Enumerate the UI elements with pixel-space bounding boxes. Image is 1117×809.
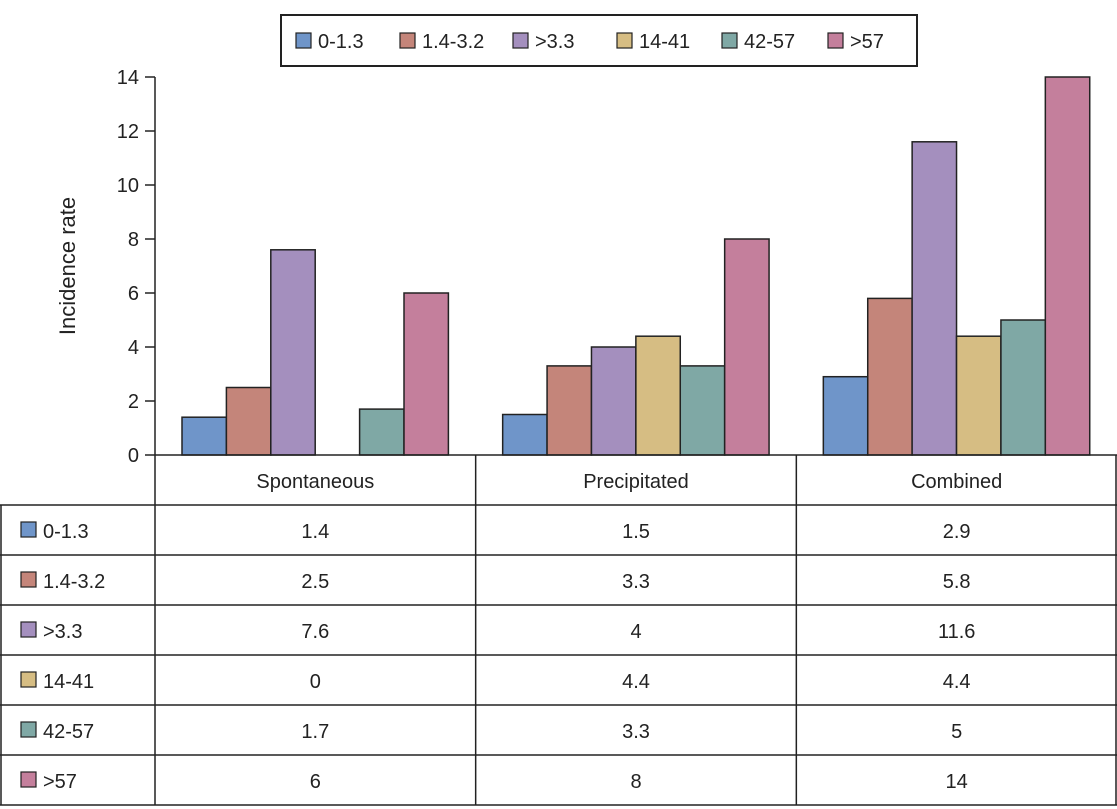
legend-swatch-1-4-3-2 bbox=[399, 32, 416, 49]
row-label-gt3-3: >3.3 bbox=[43, 621, 82, 643]
data-label-gt3-3-precipitated: 4 bbox=[630, 621, 641, 643]
data-label-42-57-combined: 5 bbox=[951, 721, 962, 743]
bar-1-4-3-2-combined bbox=[866, 297, 913, 456]
bars bbox=[181, 76, 1091, 456]
data-label-14-41-spontaneous: 0 bbox=[310, 671, 321, 693]
bar-42-57-spontaneous bbox=[358, 408, 405, 456]
row-swatch-0-1-3 bbox=[20, 521, 37, 538]
legend-swatch-0-1-3 bbox=[295, 32, 312, 49]
legend: 0-1.3 1.4-3.2 >3.3 14-41 42-57 >57 bbox=[280, 14, 918, 67]
row-swatch-gt57 bbox=[20, 771, 37, 788]
bar-gt57-precipitated bbox=[723, 238, 770, 456]
legend-label-42-57: 42-57 bbox=[744, 31, 795, 53]
bar-gt57-spontaneous bbox=[403, 292, 450, 456]
y-axis-label: Incidence rate bbox=[55, 197, 80, 335]
data-label-1-4-3-2-precipitated: 3.3 bbox=[622, 571, 650, 593]
row-label-14-41: 14-41 bbox=[43, 671, 94, 693]
legend-label-1-4-3-2: 1.4-3.2 bbox=[422, 31, 484, 53]
row-label-gt57: >57 bbox=[43, 771, 77, 793]
row-label-42-57: 42-57 bbox=[43, 721, 94, 743]
bar-42-57-combined bbox=[1000, 319, 1047, 456]
y-axis: 0 2 4 6 8 10 12 14 bbox=[117, 67, 156, 467]
legend-box bbox=[280, 14, 918, 67]
data-label-42-57-precipitated: 3.3 bbox=[622, 721, 650, 743]
legend-label-14-41: 14-41 bbox=[639, 31, 690, 53]
legend-swatch-gt57 bbox=[827, 32, 844, 49]
y-tick-label: 10 bbox=[117, 175, 139, 197]
bar-gt3-3-precipitated bbox=[590, 346, 637, 456]
bar-1-4-3-2-precipitated bbox=[546, 365, 593, 456]
data-label-42-57-spontaneous: 1.7 bbox=[301, 721, 329, 743]
data-label-0-1-3-precipitated: 1.5 bbox=[622, 521, 650, 543]
y-tick-label: 0 bbox=[128, 445, 139, 467]
bar-0-1-3-precipitated bbox=[501, 413, 548, 456]
data-label-gt3-3-combined: 11.6 bbox=[938, 621, 975, 643]
y-tick-label: 6 bbox=[128, 283, 139, 305]
data-label-0-1-3-spontaneous: 1.4 bbox=[301, 521, 329, 543]
data-label-1-4-3-2-spontaneous: 2.5 bbox=[301, 571, 329, 593]
bar-1-4-3-2-spontaneous bbox=[225, 386, 272, 456]
data-label-gt57-spontaneous: 6 bbox=[310, 771, 321, 793]
row-swatch-42-57 bbox=[20, 721, 37, 738]
data-label-14-41-combined: 4.4 bbox=[943, 671, 971, 693]
legend-swatch-42-57 bbox=[721, 32, 738, 49]
legend-label-gt57: >57 bbox=[850, 31, 884, 53]
row-swatch-14-41 bbox=[20, 671, 37, 688]
y-tick-label: 12 bbox=[117, 121, 139, 143]
bar-0-1-3-spontaneous bbox=[181, 416, 228, 456]
legend-swatch-gt3-3 bbox=[512, 32, 529, 49]
row-label-1-4-3-2: 1.4-3.2 bbox=[43, 571, 105, 593]
bar-gt3-3-spontaneous bbox=[270, 249, 316, 456]
category-label-precipitated: Precipitated bbox=[583, 471, 689, 493]
bar-14-41-precipitated bbox=[635, 335, 682, 456]
category-label-spontaneous: Spontaneous bbox=[256, 471, 374, 493]
data-label-gt3-3-spontaneous: 7.6 bbox=[301, 621, 329, 643]
bar-42-57-precipitated bbox=[679, 365, 726, 456]
y-tick-label: 4 bbox=[128, 337, 139, 359]
legend-label-0-1-3: 0-1.3 bbox=[318, 31, 364, 53]
legend-swatch-14-41 bbox=[616, 32, 633, 49]
data-label-gt57-precipitated: 8 bbox=[630, 771, 641, 793]
row-label-0-1-3: 0-1.3 bbox=[43, 521, 89, 543]
data-label-14-41-precipitated: 4.4 bbox=[622, 671, 650, 693]
category-label-combined: Combined bbox=[911, 471, 1002, 493]
data-label-0-1-3-combined: 2.9 bbox=[943, 521, 971, 543]
y-tick-label: 2 bbox=[128, 391, 139, 413]
bar-gt57-combined bbox=[1044, 76, 1091, 456]
legend-label-gt3-3: >3.3 bbox=[535, 31, 574, 53]
data-label-1-4-3-2-combined: 5.8 bbox=[943, 571, 971, 593]
y-tick-label: 8 bbox=[128, 229, 139, 251]
row-swatch-gt3-3 bbox=[20, 621, 37, 638]
data-table: Spontaneous Precipitated Combined 0-1.3 1.4 1… bbox=[0, 454, 1117, 806]
data-label-gt57-combined: 14 bbox=[946, 771, 968, 793]
y-tick-label: 14 bbox=[117, 67, 139, 89]
row-swatch-1-4-3-2 bbox=[20, 571, 37, 588]
bar-0-1-3-combined bbox=[822, 375, 869, 456]
bar-gt3-3-combined bbox=[911, 141, 958, 456]
bar-14-41-combined bbox=[955, 335, 1002, 456]
